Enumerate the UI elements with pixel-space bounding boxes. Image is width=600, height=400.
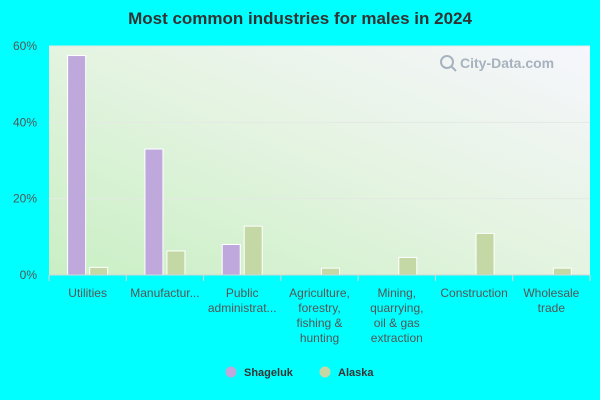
bar-alaska xyxy=(89,266,109,276)
x-tick-label: Utilities xyxy=(68,286,107,300)
y-tick-label: 20% xyxy=(13,192,37,206)
x-tick-label: Mining, quarrying, oil & gas extraction xyxy=(370,286,423,345)
legend-swatch-shageluk xyxy=(225,366,237,378)
magnifier-icon xyxy=(440,55,454,69)
bar-shageluk xyxy=(67,55,87,276)
bar-alaska xyxy=(243,225,263,276)
watermark-text: City-Data.com xyxy=(460,55,554,71)
x-tick-label: Wholesale trade xyxy=(523,286,579,315)
plot-area xyxy=(49,46,590,275)
legend: Shageluk Alaska xyxy=(225,366,374,379)
legend-label-shageluk: Shageluk xyxy=(244,367,294,379)
bar-alaska xyxy=(321,267,340,276)
legend-swatch-alaska xyxy=(319,366,331,378)
x-tick-label: Manufactur... xyxy=(130,286,199,300)
bar-alaska xyxy=(475,232,495,276)
bar-shageluk xyxy=(144,148,164,276)
bar-alaska xyxy=(398,256,418,276)
y-tick-label: 40% xyxy=(13,115,37,129)
legend-label-alaska: Alaska xyxy=(338,367,374,379)
bar-alaska xyxy=(166,250,186,276)
magnifier-handle xyxy=(450,65,457,72)
x-tick-label: Agriculture, forestry, fishing & hunting xyxy=(289,286,350,345)
y-tick-label: 0% xyxy=(20,268,38,282)
bar-alaska xyxy=(552,267,572,276)
chart-title: Most common industries for males in 2024 xyxy=(128,9,472,28)
y-tick-label: 60% xyxy=(13,39,37,53)
y-axis-ticks: 60% 40% 20% 0% xyxy=(13,39,37,282)
watermark: City-Data.com xyxy=(440,55,554,72)
x-tick-label: Public administrat... xyxy=(208,286,277,315)
bars xyxy=(67,55,572,276)
x-axis-ticks: Utilities Manufactur... Public administrat.… xyxy=(48,275,591,345)
x-tick-label: Construction xyxy=(440,286,507,300)
gridlines xyxy=(49,45,590,200)
bar-shageluk xyxy=(221,243,241,276)
